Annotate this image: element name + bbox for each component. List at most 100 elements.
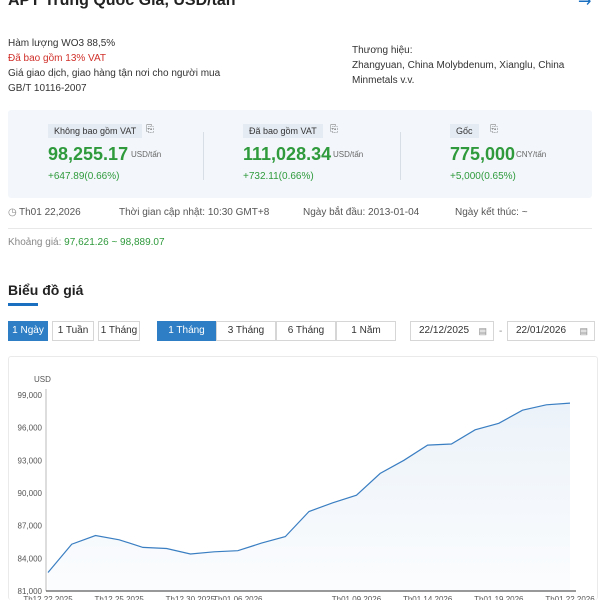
divider bbox=[203, 132, 204, 180]
price-change: +732.11(0.66%) bbox=[243, 171, 314, 182]
data-point bbox=[308, 510, 311, 513]
price-change: +5,000(0.65%) bbox=[450, 171, 516, 182]
calendar-icon: ▤ bbox=[579, 326, 588, 336]
spec-standard: GB/T 10116-2007 bbox=[8, 83, 87, 94]
x-tick-label: Th12 22,2025 bbox=[23, 595, 73, 600]
data-point bbox=[569, 402, 572, 405]
spec-list: Hàm lượng WO3 88,5% Đã bao gồm 13% VAT G… bbox=[8, 36, 220, 96]
page-title: APT Trung Quốc Giá, USD/tấn bbox=[8, 0, 236, 9]
data-point bbox=[189, 552, 192, 555]
y-tick-label: 81,000 bbox=[18, 587, 43, 596]
y-tick-label: 90,000 bbox=[18, 489, 43, 498]
separator bbox=[8, 228, 592, 229]
date-from-input[interactable]: 22/12/2025 ▤ bbox=[410, 321, 494, 341]
x-tick-label: Th01 22,2026 bbox=[545, 595, 595, 600]
interval-1-day-button[interactable]: 1 Ngày bbox=[8, 321, 48, 341]
y-tick-label: 84,000 bbox=[18, 554, 43, 563]
data-point bbox=[141, 546, 144, 549]
document-icon[interactable]: ⎘ bbox=[490, 124, 498, 135]
data-point bbox=[260, 542, 263, 545]
brand-info: Thương hiệu: Zhangyuan, China Molybdenum… bbox=[352, 43, 592, 88]
price-incl-vat: Đã bao gồm VAT ⎘ 111,028.34 USD/tấn +732… bbox=[203, 110, 398, 198]
price-label: Gốc bbox=[450, 124, 479, 138]
price-label: Đã bao gồm VAT bbox=[243, 124, 323, 138]
price-unit: USD/tấn bbox=[333, 150, 364, 159]
period-3-month-button[interactable]: 3 Tháng bbox=[216, 321, 276, 341]
period-1-year-button[interactable]: 1 Năm bbox=[336, 321, 396, 341]
spec-content: Hàm lượng WO3 88,5% bbox=[8, 38, 116, 49]
data-point bbox=[379, 472, 382, 475]
data-point bbox=[331, 501, 334, 504]
price-label: Không bao gồm VAT bbox=[48, 124, 143, 138]
price-panel: Không bao gồm VAT ⎘ 98,255.17 USD/tấn +6… bbox=[8, 110, 592, 198]
period-6-month-button[interactable]: 6 Tháng bbox=[276, 321, 336, 341]
section-underline bbox=[8, 303, 38, 306]
x-tick-label: Th01 06,2026 bbox=[213, 595, 263, 600]
document-icon[interactable]: ⎘ bbox=[330, 124, 338, 135]
price-unit: CNY/tấn bbox=[516, 150, 547, 159]
range-label: Khoảng giá: bbox=[8, 237, 62, 248]
data-point bbox=[236, 549, 239, 552]
x-tick-label: Th01 19,2026 bbox=[474, 595, 524, 600]
date-separator: - bbox=[499, 326, 503, 337]
date-to-input[interactable]: 22/01/2026 ▤ bbox=[507, 321, 595, 341]
meta-row: ◷ Th01 22,2026 Thời gian cập nhật: 10:30… bbox=[8, 207, 592, 221]
price-excl-vat: Không bao gồm VAT ⎘ 98,255.17 USD/tấn +6… bbox=[8, 110, 203, 198]
interval-1-week-button[interactable]: 1 Tuần bbox=[52, 321, 94, 341]
data-point bbox=[94, 534, 97, 537]
y-tick-label: 93,000 bbox=[18, 456, 43, 465]
spec-vat-note: Đã bao gồm 13% VAT bbox=[8, 53, 107, 64]
end-date: Ngày kết thúc: ~ bbox=[455, 207, 528, 218]
interval-1-month-button[interactable]: 1 Tháng bbox=[98, 321, 140, 341]
data-point bbox=[402, 459, 405, 462]
x-tick-label: Th12 30,2025 bbox=[166, 595, 216, 600]
data-point bbox=[474, 428, 477, 431]
price-change: +647.89(0.66%) bbox=[48, 171, 120, 182]
price-value: 98,255.17 bbox=[48, 144, 129, 164]
price-area bbox=[48, 403, 570, 591]
chart-section-title: Biểu đồ giá bbox=[8, 282, 84, 298]
range-value: 97,621.26 ~ 98,889.07 bbox=[64, 237, 165, 248]
period-1-month-button[interactable]: 1 Tháng bbox=[157, 321, 216, 341]
brands-label: Thương hiệu: bbox=[352, 45, 413, 56]
price-original: Gốc ⎘ 775,000 CNY/tấn +5,000(0.65%) bbox=[410, 110, 592, 198]
date-to-value: 22/01/2026 bbox=[516, 325, 567, 336]
x-tick-label: Th01 09,2026 bbox=[332, 595, 382, 600]
start-date: Ngày bắt đầu: 2013-01-04 bbox=[303, 207, 420, 218]
data-point bbox=[450, 443, 453, 446]
x-tick-label: Th01 14,2026 bbox=[403, 595, 453, 600]
clock-icon: ◷ bbox=[8, 207, 17, 218]
y-axis-unit-label: USD bbox=[34, 375, 51, 384]
data-point bbox=[355, 494, 358, 497]
data-point bbox=[213, 550, 216, 553]
data-point bbox=[165, 547, 168, 550]
date-from-value: 22/12/2025 bbox=[419, 325, 470, 336]
price-range: Khoảng giá: 97,621.26 ~ 98,889.07 bbox=[8, 237, 165, 248]
data-point bbox=[70, 543, 73, 546]
data-point bbox=[118, 538, 121, 541]
data-point bbox=[426, 444, 429, 447]
data-point bbox=[284, 535, 287, 538]
price-unit: USD/tấn bbox=[131, 150, 162, 159]
price-value: 111,028.34 bbox=[243, 144, 332, 164]
y-tick-label: 87,000 bbox=[18, 522, 43, 531]
price-chart[interactable]: USD 81,000 84,000 87,000 90,000 93,000 96,000 9… bbox=[8, 356, 598, 600]
divider bbox=[400, 132, 401, 180]
price-line-series bbox=[47, 402, 571, 573]
y-tick-label: 96,000 bbox=[18, 424, 43, 433]
spec-delivery: Giá giao dịch, giao hàng tận nơi cho ngư… bbox=[8, 68, 221, 79]
brands-value: Zhangyuan, China Molybdenum, Xianglu, Ch… bbox=[352, 60, 565, 86]
data-point bbox=[47, 571, 50, 574]
data-point bbox=[497, 422, 500, 425]
title-bar: APT Trung Quốc Giá, USD/tấn ⇆ bbox=[8, 0, 600, 15]
x-tick-label: Th12 25,2025 bbox=[94, 595, 144, 600]
price-value: 775,000 bbox=[450, 144, 516, 164]
price-chart-svg: USD 81,000 84,000 87,000 90,000 93,000 96,000 9… bbox=[18, 375, 596, 600]
y-tick-label: 99,000 bbox=[18, 391, 43, 400]
data-point bbox=[521, 409, 524, 412]
current-date: Th01 22,2026 bbox=[19, 207, 81, 218]
data-point bbox=[545, 403, 548, 406]
update-time: Thời gian cập nhật: 10:30 GMT+8 bbox=[119, 207, 270, 218]
swap-arrows-icon[interactable]: ⇆ bbox=[578, 0, 596, 9]
document-icon[interactable]: ⎘ bbox=[146, 124, 154, 135]
